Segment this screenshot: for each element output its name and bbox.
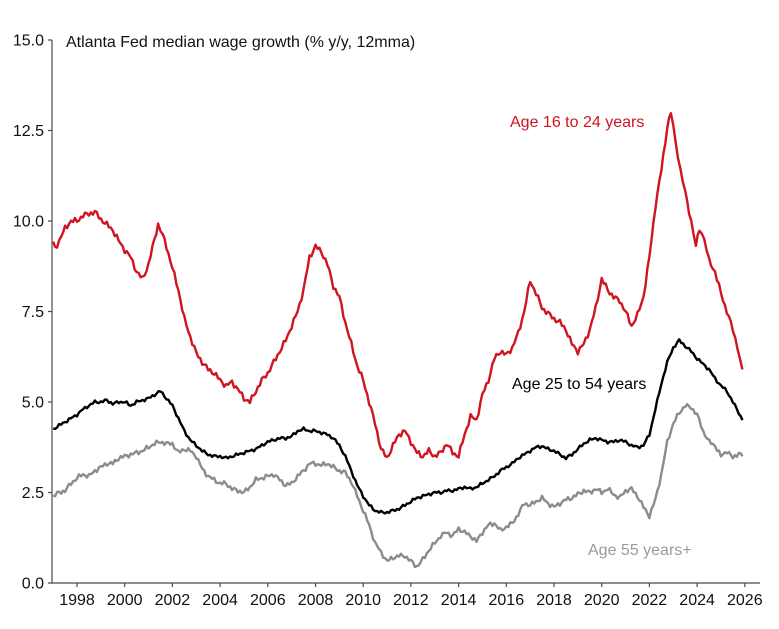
x-tick-label: 2020 (584, 592, 620, 609)
x-tick-label: 2016 (489, 592, 525, 609)
y-tick-label: 5.0 (22, 395, 44, 412)
x-tick-label: 2008 (298, 592, 334, 609)
y-tick-label: 0.0 (22, 576, 44, 593)
series-label-age-55-plus: Age 55 years+ (588, 542, 692, 559)
series-label-age-16-to-24: Age 16 to 24 years (510, 114, 645, 131)
x-tick-label: 2000 (107, 592, 143, 609)
x-tick-label: 2004 (202, 592, 238, 609)
y-tick-label: 10.0 (13, 214, 44, 231)
x-tick-label: 2010 (345, 592, 381, 609)
x-tick-label: 2018 (536, 592, 572, 609)
y-tick-label: 7.5 (22, 304, 44, 321)
axes: 0.0 2.5 5.0 7.5 10.0 12.5 15.0 1998 2000 2002 2004… (13, 33, 763, 610)
x-tick-label: 2012 (393, 592, 429, 609)
x-tick-label: 2026 (727, 592, 763, 609)
chart-title: Atlanta Fed median wage growth (% y/y, 1… (66, 34, 416, 51)
y-tick-label: 15.0 (13, 33, 44, 50)
series-line-age-16-to-24-years (52, 111, 744, 459)
series-line-age-25-to-54-years (52, 338, 744, 515)
series-label-age-25-to-54: Age 25 to 54 years (512, 376, 647, 393)
y-tick-label: 2.5 (22, 485, 44, 502)
x-tick-label: 1998 (59, 592, 95, 609)
x-tick-label: 2024 (679, 592, 715, 609)
y-tick-label: 12.5 (13, 123, 44, 140)
x-tick-label: 2014 (441, 592, 477, 609)
x-tick-label: 2002 (155, 592, 191, 609)
series-line-age-55-years (52, 402, 744, 569)
x-tick-label: 2022 (632, 592, 668, 609)
x-tick-label: 2006 (250, 592, 286, 609)
